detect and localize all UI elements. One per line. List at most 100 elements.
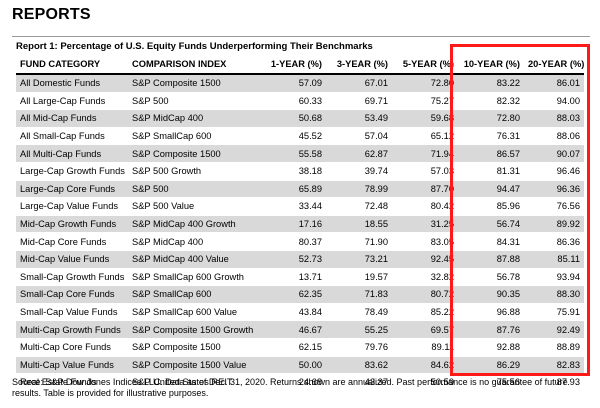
percentage-cell: 80.37 — [260, 232, 326, 251]
percentage-cell: 72.48 — [326, 197, 392, 216]
column-header: FUND CATEGORY — [16, 55, 128, 75]
percentage-cell: 96.88 — [458, 303, 524, 322]
table-row: All Multi-Cap Funds S&P Composite 1500 55.… — [16, 144, 584, 163]
percentage-cell: 18.55 — [326, 215, 392, 234]
fund-category-cell: Small-Cap Growth Funds — [16, 268, 128, 287]
comparison-index-cell: S&P SmallCap 600 — [128, 285, 260, 304]
comparison-index-cell: S&P SmallCap 600 Value — [128, 303, 260, 322]
table-header-row: FUND CATEGORY COMPARISON INDEX 1-YEAR (%) 3… — [16, 55, 584, 75]
table-row: All Domestic Funds S&P Composite 1500 57.0… — [16, 74, 584, 93]
table-row: Large-Cap Core Funds S&P 500 65.89 78.99 87.… — [16, 180, 584, 199]
fund-category-cell: Multi-Cap Growth Funds — [16, 320, 128, 339]
percentage-cell: 94.00 — [524, 92, 584, 111]
table-row: Large-Cap Growth Funds S&P 500 Growth 38.1… — [16, 162, 584, 181]
percentage-cell: 92.45 — [392, 250, 458, 269]
percentage-cell: 52.73 — [260, 250, 326, 269]
comparison-index-cell: S&P MidCap 400 Value — [128, 250, 260, 269]
percentage-cell: 89.92 — [524, 215, 584, 234]
fund-category-cell: Multi-Cap Core Funds — [16, 338, 128, 357]
percentage-cell: 90.07 — [524, 144, 584, 163]
percentage-cell: 55.25 — [326, 320, 392, 339]
table-row: Large-Cap Value Funds S&P 500 Value 33.44 7… — [16, 197, 584, 216]
percentage-cell: 57.09 — [260, 74, 326, 93]
percentage-cell: 71.94 — [392, 144, 458, 163]
percentage-cell: 32.82 — [392, 268, 458, 287]
percentage-cell: 76.31 — [458, 127, 524, 146]
percentage-cell: 57.04 — [326, 127, 392, 146]
comparison-index-cell: S&P Composite 1500 — [128, 144, 260, 163]
percentage-cell: 65.89 — [260, 180, 326, 199]
percentage-cell: 56.78 — [458, 268, 524, 287]
column-header: 5-YEAR (%) — [392, 55, 458, 75]
percentage-cell: 59.68 — [392, 109, 458, 128]
table-row: Small-Cap Core Funds S&P SmallCap 600 62.3… — [16, 285, 584, 304]
comparison-index-cell: S&P MidCap 400 — [128, 232, 260, 251]
report-subtitle: Report 1: Percentage of U.S. Equity Fund… — [16, 41, 373, 52]
fund-category-cell: All Mid-Cap Funds — [16, 109, 128, 128]
column-header: 20-YEAR (%) — [524, 55, 584, 75]
percentage-cell: 50.68 — [260, 109, 326, 128]
fund-category-cell: All Multi-Cap Funds — [16, 144, 128, 163]
percentage-cell: 62.15 — [260, 338, 326, 357]
percentage-cell: 94.47 — [458, 180, 524, 199]
percentage-cell: 87.70 — [392, 180, 458, 199]
percentage-cell: 89.11 — [392, 338, 458, 357]
percentage-cell: 93.94 — [524, 268, 584, 287]
fund-category-cell: Large-Cap Value Funds — [16, 197, 128, 216]
percentage-cell: 72.80 — [458, 109, 524, 128]
table-row: All Small-Cap Funds S&P SmallCap 600 45.52… — [16, 127, 584, 146]
page-heading: REPORTS — [12, 6, 91, 23]
percentage-cell: 73.21 — [326, 250, 392, 269]
fund-category-cell: All Domestic Funds — [16, 74, 128, 93]
percentage-cell: 65.12 — [392, 127, 458, 146]
comparison-index-cell: S&P MidCap 400 Growth — [128, 215, 260, 234]
percentage-cell: 19.57 — [326, 268, 392, 287]
percentage-cell: 86.01 — [524, 74, 584, 93]
percentage-cell: 81.31 — [458, 162, 524, 181]
percentage-cell: 43.84 — [260, 303, 326, 322]
percentage-cell: 31.25 — [392, 215, 458, 234]
fund-category-cell: Large-Cap Growth Funds — [16, 162, 128, 181]
comparison-index-cell: S&P 500 — [128, 92, 260, 111]
percentage-cell: 39.74 — [326, 162, 392, 181]
percentage-cell: 75.91 — [524, 303, 584, 322]
underperformance-table: FUND CATEGORY COMPARISON INDEX 1-YEAR (%) 3… — [16, 55, 584, 392]
comparison-index-cell: S&P SmallCap 600 — [128, 127, 260, 146]
comparison-index-cell: S&P Composite 1500 — [128, 338, 260, 357]
table-row: Multi-Cap Value Funds S&P Composite 1500 … — [16, 356, 584, 375]
fund-category-cell: Mid-Cap Growth Funds — [16, 215, 128, 234]
percentage-cell: 72.80 — [392, 74, 458, 93]
percentage-cell: 88.89 — [524, 338, 584, 357]
fund-category-cell: Large-Cap Core Funds — [16, 180, 128, 199]
percentage-cell: 71.83 — [326, 285, 392, 304]
table-row: Real Estate Funds S&P United States REIT 2… — [16, 373, 584, 392]
percentage-cell: 13.71 — [260, 268, 326, 287]
percentage-cell: 87.88 — [458, 250, 524, 269]
table-row: All Large-Cap Funds S&P 500 60.33 69.71 75.2… — [16, 92, 584, 111]
percentage-cell: 56.74 — [458, 215, 524, 234]
fund-category-cell: Small-Cap Value Funds — [16, 303, 128, 322]
percentage-cell: 62.87 — [326, 144, 392, 163]
percentage-cell: 76.56 — [524, 197, 584, 216]
percentage-cell: 92.49 — [524, 320, 584, 339]
percentage-cell: 84.62 — [392, 356, 458, 375]
percentage-cell: 88.30 — [524, 285, 584, 304]
percentage-cell: 80.72 — [392, 285, 458, 304]
percentage-cell: 67.01 — [326, 74, 392, 93]
table-body: All Domestic Funds S&P Composite 1500 57.0… — [16, 74, 584, 392]
percentage-cell: 50.00 — [260, 356, 326, 375]
fund-category-cell: Mid-Cap Core Funds — [16, 232, 128, 251]
table-row: All Mid-Cap Funds S&P MidCap 400 50.68 53.4… — [16, 109, 584, 128]
percentage-cell: 55.58 — [260, 144, 326, 163]
percentage-cell: 87.93 — [524, 373, 584, 392]
fund-category-cell: All Large-Cap Funds — [16, 92, 128, 111]
percentage-cell: 33.44 — [260, 197, 326, 216]
percentage-cell: 38.18 — [260, 162, 326, 181]
report-panel: Report 1: Percentage of U.S. Equity Fund… — [12, 36, 590, 392]
percentage-cell: 86.29 — [458, 356, 524, 375]
comparison-index-cell: S&P United States REIT — [128, 373, 260, 392]
percentage-cell: 80.42 — [392, 197, 458, 216]
percentage-cell: 17.16 — [260, 215, 326, 234]
percentage-cell: 88.03 — [524, 109, 584, 128]
source-note: Source: S&P Dow Jones Indices LLC. Data … — [12, 377, 568, 398]
